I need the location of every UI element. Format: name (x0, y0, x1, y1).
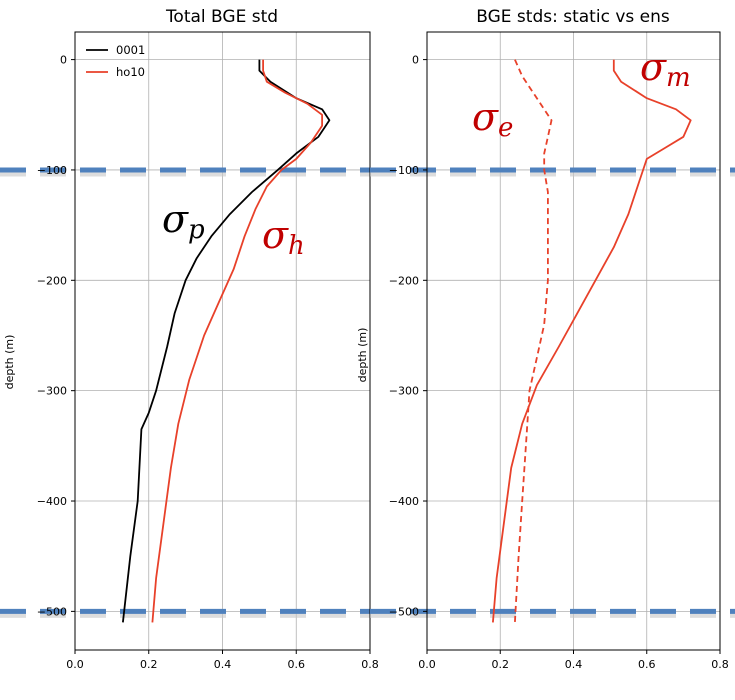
x-tick-label: 0.8 (361, 658, 379, 671)
annotation-sigma-e: σe (472, 95, 513, 143)
x-tick-label: 0.6 (638, 658, 656, 671)
x-tick-label: 0.2 (492, 658, 510, 671)
y-tick-label: 0 (412, 54, 419, 67)
y-axis-label-left: depth (m) (3, 335, 16, 390)
y-axis-label-right: depth (m) (356, 328, 369, 383)
x-tick-label: 0.6 (288, 658, 306, 671)
y-tick-label: −200 (37, 274, 67, 287)
series-left (122, 59, 331, 623)
annotation-sigma-h-sub: h (288, 231, 305, 261)
x-tick-label: 0.8 (711, 658, 729, 671)
y-tick-label: −500 (389, 605, 419, 618)
y-tick-label: −400 (389, 495, 419, 508)
x-tick-label: 0.4 (214, 658, 232, 671)
annotation-sigma-e-sub: e (498, 113, 513, 143)
annotation-sigma-m-sub: m (666, 63, 691, 93)
x-axis-right: 0.0 0.2 0.4 0.6 0.8 (418, 650, 729, 671)
reference-lines-right (370, 167, 735, 618)
legend: 0001 ho10 (86, 43, 145, 79)
annotation-sigma-h: σh (262, 213, 305, 261)
annotation-sigma-p: σp (162, 197, 205, 245)
annotation-sigma-m: σm (640, 45, 691, 93)
y-tick-label: −300 (37, 385, 67, 398)
panel-total-bge-std: 0.0 0.2 0.4 0.6 0.8 0 −100 −200 −300 −400 −500 To… (0, 7, 379, 671)
panel-bge-stds-static-vs-ens: 0.0 0.2 0.4 0.6 0.8 0 −100 −200 −300 −400 −500 BG… (356, 7, 735, 671)
y-tick-label: 0 (60, 54, 67, 67)
y-axis-left: 0 −100 −200 −300 −400 −500 (37, 54, 75, 618)
chart-title-right: BGE stds: static vs ens (476, 7, 670, 27)
annotation-sigma-h-symbol: σ (262, 213, 289, 257)
x-tick-label: 0.0 (418, 658, 436, 671)
reference-lines-left (0, 167, 370, 618)
y-tick-label: −300 (389, 385, 419, 398)
x-tick-label: 0.2 (140, 658, 158, 671)
annotation-sigma-e-symbol: σ (472, 95, 499, 139)
y-tick-label: −200 (389, 274, 419, 287)
series-line-0001 (122, 59, 331, 623)
annotation-sigma-m-symbol: σ (640, 45, 667, 89)
y-tick-label: −400 (37, 495, 67, 508)
x-tick-label: 0.4 (565, 658, 583, 671)
y-axis-right: 0 −100 −200 −300 −400 −500 (389, 54, 427, 618)
grid-right (426, 32, 721, 650)
annotation-sigma-p-sub: p (188, 215, 205, 245)
series-line-ho10 (151, 59, 323, 623)
x-tick-label: 0.0 (66, 658, 84, 671)
y-tick-label: −100 (37, 164, 67, 177)
chart-title-left: Total BGE std (165, 7, 278, 27)
series-line-solid-1 (492, 59, 692, 623)
series-line-dashed-0 (514, 59, 553, 623)
annotation-sigma-p-symbol: σ (162, 197, 189, 241)
x-axis-left: 0.0 0.2 0.4 0.6 0.8 (66, 650, 379, 671)
series-right (492, 59, 692, 623)
legend-label-0001: 0001 (116, 43, 145, 57)
y-tick-label: −500 (37, 605, 67, 618)
legend-label-ho10: ho10 (116, 65, 145, 79)
y-tick-label: −100 (389, 164, 419, 177)
